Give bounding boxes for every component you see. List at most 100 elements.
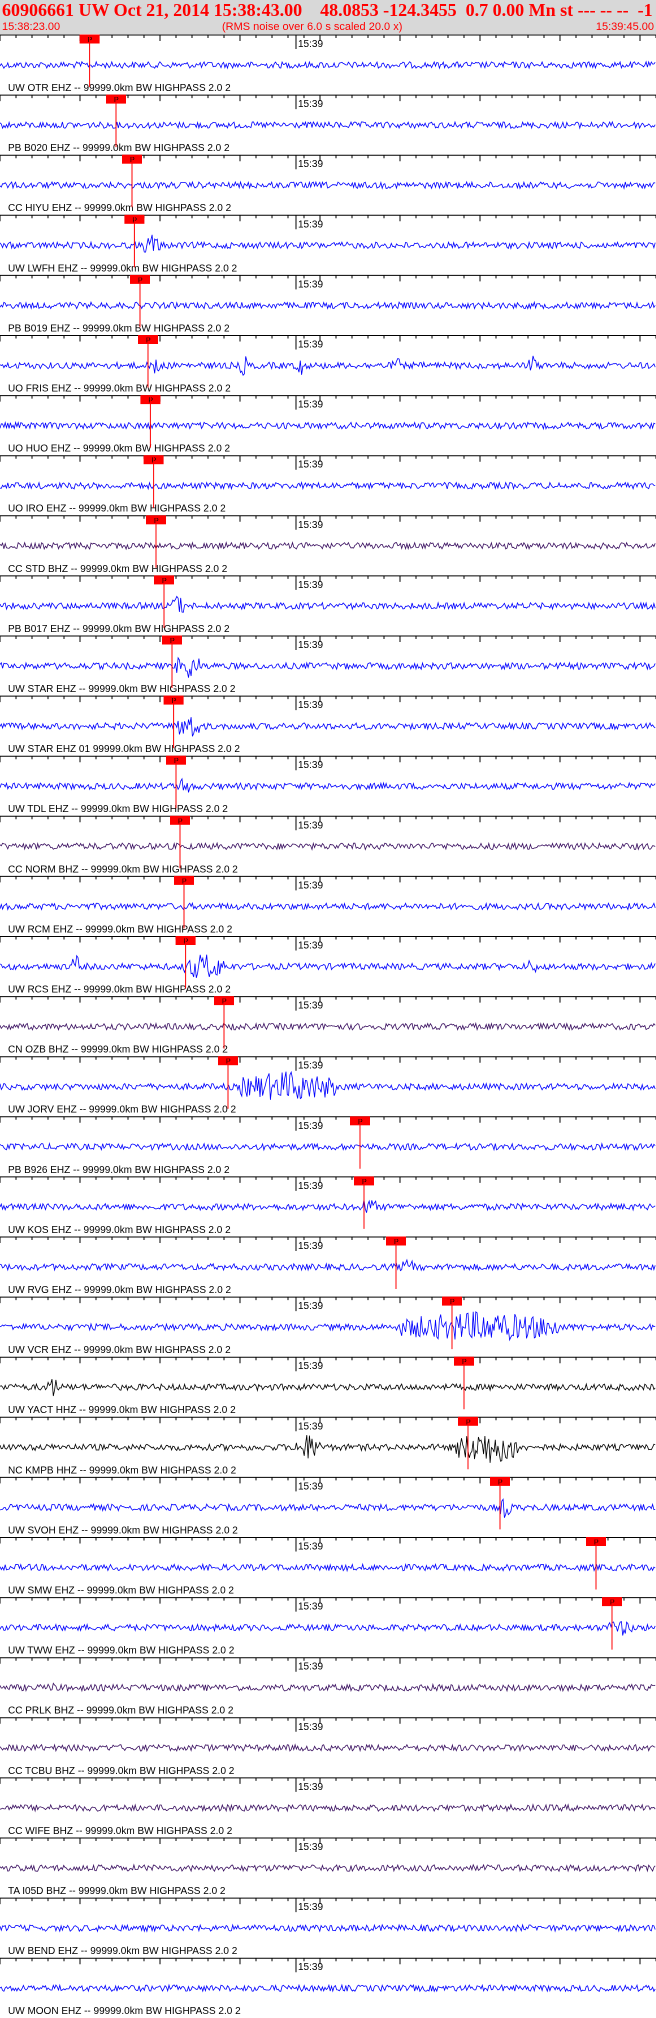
trace-label: TA I05D BHZ -- 99999.0km BW HIGHPASS 2.0… xyxy=(8,1886,226,1897)
trace-row: 15:39 TA I05D BHZ -- 99999.0km BW HIGHPAS… xyxy=(0,1837,656,1897)
trace-label: UO HUO EHZ -- 99999.0km BW HIGHPASS 2.0 … xyxy=(8,444,231,455)
minute-label: 15:39 xyxy=(298,700,323,711)
trace-label: UW SVOH EHZ -- 99999.0km BW HIGHPASS 2.0… xyxy=(8,1525,238,1536)
minute-label: 15:39 xyxy=(298,1962,323,1973)
minute-label: 15:39 xyxy=(298,580,323,591)
minute-label: 15:39 xyxy=(298,1301,323,1312)
trace-label: UW RCM EHZ -- 99999.0km BW HIGHPASS 2.0 … xyxy=(8,924,233,935)
waveform-trace xyxy=(0,1803,656,1813)
trace-label: UO IRO EHZ -- 99999.0km BW HIGHPASS 2.0 … xyxy=(8,504,226,515)
minute-label: 15:39 xyxy=(298,760,323,771)
trace-label: CC HIYU EHZ -- 99999.0km BW HIGHPASS 2.0… xyxy=(8,203,232,214)
minute-label: 15:39 xyxy=(298,1662,323,1673)
trace-label: UW OTR EHZ -- 99999.0km BW HIGHPASS 2.0 … xyxy=(8,83,231,94)
trace-label: PB B020 EHZ -- 99999.0km BW HIGHPASS 2.0… xyxy=(8,143,230,154)
trace-row: 15:39 UW TWW EHZ -- 99999.0km BW HIGHPASS… xyxy=(0,1597,656,1657)
trace-row: 15:39 UW STAR EHZ 01 99999.0km BW HIGHPAS… xyxy=(0,695,656,755)
seismogram-panel: 15:39 UW OTR EHZ -- 99999.0km BW HIGHPASS… xyxy=(0,34,656,2018)
trace-row: 15:39 UW RCM EHZ -- 99999.0km BW HIGHPASS… xyxy=(0,875,656,935)
trace-row: 15:39 NC KMPB HHZ -- 99999.0km BW HIGHPAS… xyxy=(0,1416,656,1476)
minute-label: 15:39 xyxy=(298,279,323,290)
trace-label: CC WIFE BHZ -- 99999.0km BW HIGHPASS 2.0… xyxy=(8,1826,233,1837)
minute-label: 15:39 xyxy=(298,1902,323,1913)
waveform-trace xyxy=(0,120,656,130)
waveform-trace xyxy=(0,1498,656,1518)
trace-label: UW JORV EHZ -- 99999.0km BW HIGHPASS 2.0… xyxy=(8,1105,236,1116)
trace-row: 15:39 UW JORV EHZ -- 99999.0km BW HIGHPAS… xyxy=(0,1056,656,1116)
waveform-trace xyxy=(0,1311,656,1342)
trace-label: NC KMPB HHZ -- 99999.0km BW HIGHPASS 2.0… xyxy=(8,1465,237,1476)
trace-row: 15:39 UW OTR EHZ -- 99999.0km BW HIGHPASS… xyxy=(0,34,656,94)
trace-row: 15:39 UW KOS EHZ -- 99999.0km BW HIGHPASS… xyxy=(0,1176,656,1236)
trace-row: 15:39 CC WIFE BHZ -- 99999.0km BW HIGHPAS… xyxy=(0,1777,656,1837)
trace-label: UW SMW EHZ -- 99999.0km BW HIGHPASS 2.0 … xyxy=(8,1586,234,1597)
waveform-trace xyxy=(0,541,656,551)
minute-label: 15:39 xyxy=(298,1782,323,1793)
waveform-trace xyxy=(0,901,656,911)
plot-header: 60906661 UW Oct 21, 2014 15:38:43.00 48.… xyxy=(0,0,656,34)
waveform-trace xyxy=(0,1435,656,1463)
waveform-trace xyxy=(0,1682,656,1693)
trace-label: UW STAR EHZ 01 99999.0km BW HIGHPASS 2.0… xyxy=(8,744,240,755)
minute-label: 15:39 xyxy=(298,1842,323,1853)
minute-label: 15:39 xyxy=(298,1722,323,1733)
trace-row: 15:39 UW SMW EHZ -- 99999.0km BW HIGHPASS… xyxy=(0,1537,656,1597)
trace-label: UW BEND EHZ -- 99999.0km BW HIGHPASS 2.0… xyxy=(8,1946,238,1957)
trace-label: PB B017 EHZ -- 99999.0km BW HIGHPASS 2.0… xyxy=(8,624,230,635)
waveform-trace xyxy=(0,180,656,190)
end-time-label: 15:39:45.00 xyxy=(595,21,654,33)
trace-row: 15:39 PB B926 EHZ -- 99999.0km BW HIGHPAS… xyxy=(0,1116,656,1176)
waveform-trace xyxy=(0,1620,656,1636)
trace-row: 15:39 PB B020 EHZ -- 99999.0km BW HIGHPAS… xyxy=(0,94,656,154)
trace-row: 15:39 CN OZB BHZ -- 99999.0km BW HIGHPASS… xyxy=(0,996,656,1056)
trace-label: UW YACT HHZ -- 99999.0km BW HIGHPASS 2.0… xyxy=(8,1405,236,1416)
minute-label: 15:39 xyxy=(298,1542,323,1553)
trace-row: 15:39 UW MOON EHZ -- 99999.0km BW HIGHPAS… xyxy=(0,1957,656,2017)
seismogram-traces: 15:39 UW OTR EHZ -- 99999.0km BW HIGHPASS… xyxy=(0,34,656,2017)
trace-row: 15:39 PB B017 EHZ -- 99999.0km BW HIGHPAS… xyxy=(0,575,656,635)
trace-row: 15:39 UW TDL EHZ -- 99999.0km BW HIGHPASS… xyxy=(0,755,656,815)
trace-label: PB B926 EHZ -- 99999.0km BW HIGHPASS 2.0… xyxy=(8,1165,230,1176)
waveform-trace xyxy=(0,841,656,851)
waveform-trace xyxy=(0,1142,656,1152)
minute-label: 15:39 xyxy=(298,1121,323,1132)
plot-subtitle: (RMS noise over 6.0 s scaled 20.0 x) xyxy=(222,21,403,33)
trace-row: 15:39 UW STAR EHZ -- 99999.0km BW HIGHPAS… xyxy=(0,635,656,695)
minute-label: 15:39 xyxy=(298,460,323,471)
minute-label: 15:39 xyxy=(298,1001,323,1012)
minute-label: 15:39 xyxy=(298,1181,323,1192)
minute-label: 15:39 xyxy=(298,880,323,891)
trace-row: 15:39 CC NORM BHZ -- 99999.0km BW HIGHPAS… xyxy=(0,815,656,875)
trace-label: UO FRIS EHZ -- 99999.0km BW HIGHPASS 2.0… xyxy=(8,384,231,395)
trace-row: 15:39 UW RCS EHZ -- 99999.0km BW HIGHPASS… xyxy=(0,936,656,996)
minute-label: 15:39 xyxy=(298,1481,323,1492)
waveform-trace xyxy=(0,300,656,310)
waveform-trace xyxy=(0,1379,656,1397)
event-title: 60906661 UW Oct 21, 2014 15:38:43.00 48.… xyxy=(2,0,653,20)
minute-label: 15:39 xyxy=(298,39,323,50)
trace-row: 15:39 UW BEND EHZ -- 99999.0km BW HIGHPAS… xyxy=(0,1897,656,1957)
waveform-trace xyxy=(0,954,656,979)
minute-label: 15:39 xyxy=(298,1602,323,1613)
trace-row: 15:39 UW RVG EHZ -- 99999.0km BW HIGHPASS… xyxy=(0,1236,656,1296)
waveform-trace xyxy=(0,1983,656,1993)
minute-label: 15:39 xyxy=(298,1061,323,1072)
waveform-trace xyxy=(0,717,656,737)
trace-label: CC STD BHZ -- 99999.0km BW HIGHPASS 2.0 … xyxy=(8,564,228,575)
minute-label: 15:39 xyxy=(298,640,323,651)
minute-label: 15:39 xyxy=(298,941,323,952)
trace-label: CC NORM BHZ -- 99999.0km BW HIGHPASS 2.0… xyxy=(8,864,238,875)
trace-label: UW STAR EHZ -- 99999.0km BW HIGHPASS 2.0… xyxy=(8,684,236,695)
trace-label: UW MOON EHZ -- 99999.0km BW HIGHPASS 2.0… xyxy=(8,2006,241,2017)
trace-row: 15:39 UW LWFH EHZ -- 99999.0km BW HIGHPAS… xyxy=(0,214,656,274)
trace-row: 15:39 UO HUO EHZ -- 99999.0km BW HIGHPASS… xyxy=(0,395,656,455)
minute-label: 15:39 xyxy=(298,820,323,831)
waveform-trace xyxy=(0,1199,656,1213)
minute-label: 15:39 xyxy=(298,1241,323,1252)
waveform-trace xyxy=(0,595,656,613)
waveform-trace xyxy=(0,1258,656,1272)
waveform-trace xyxy=(0,1070,656,1100)
waveform-trace xyxy=(0,1021,656,1032)
minute-label: 15:39 xyxy=(298,219,323,230)
trace-label: UW TWW EHZ -- 99999.0km BW HIGHPASS 2.0 … xyxy=(8,1646,235,1657)
